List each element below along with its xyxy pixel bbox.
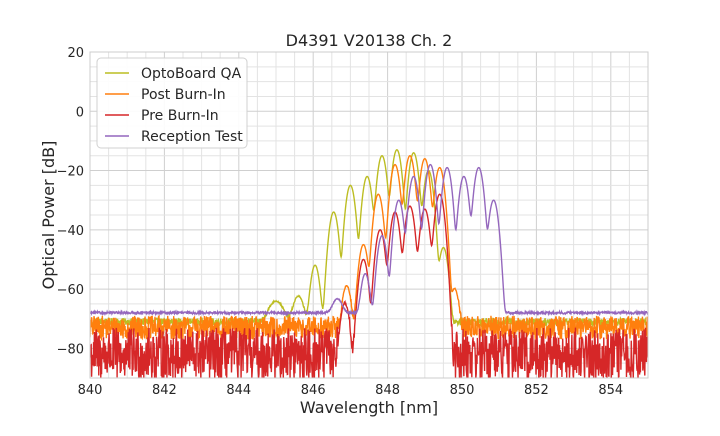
x-tick-label: 844 (226, 383, 251, 398)
legend-label: Pre Burn-In (141, 108, 219, 124)
y-tick-label: −80 (57, 342, 84, 357)
series-line-reception-test (90, 163, 648, 317)
x-tick-label: 846 (301, 383, 326, 398)
y-axis-label: Optical Power [dB] (39, 141, 58, 290)
legend-box (96, 57, 248, 149)
x-tick-label: 848 (375, 383, 400, 398)
chart-title: D4391 V20138 Ch. 2 (286, 31, 453, 50)
x-tick-label: 842 (152, 383, 177, 398)
legend-label: OptoBoard QA (141, 66, 242, 82)
legend-label: Post Burn-In (141, 87, 226, 103)
x-tick-label: 850 (450, 383, 475, 398)
legend-label: Reception Test (141, 129, 243, 145)
y-tick-label: −20 (57, 165, 84, 180)
x-tick-label: 840 (78, 383, 103, 398)
x-tick-label: 852 (524, 383, 549, 398)
y-tick-label: 20 (67, 46, 84, 61)
y-tick-label: −60 (57, 283, 84, 298)
y-tick-label: 0 (76, 105, 84, 120)
tick-labels: 840 842 844 846 848 850 852 854 20 0 −20 −40 −60 −80 (57, 46, 624, 398)
x-axis-label: Wavelength [nm] (300, 398, 438, 417)
x-tick-label: 854 (598, 383, 623, 398)
legend: OptoBoard QA Post Burn-In Pre Burn-In Recep… (96, 57, 248, 149)
plot-frame (89, 51, 649, 379)
series-layer (89, 51, 649, 379)
series-line-post-burn-in (90, 155, 648, 342)
y-tick-label: −40 (57, 224, 84, 239)
